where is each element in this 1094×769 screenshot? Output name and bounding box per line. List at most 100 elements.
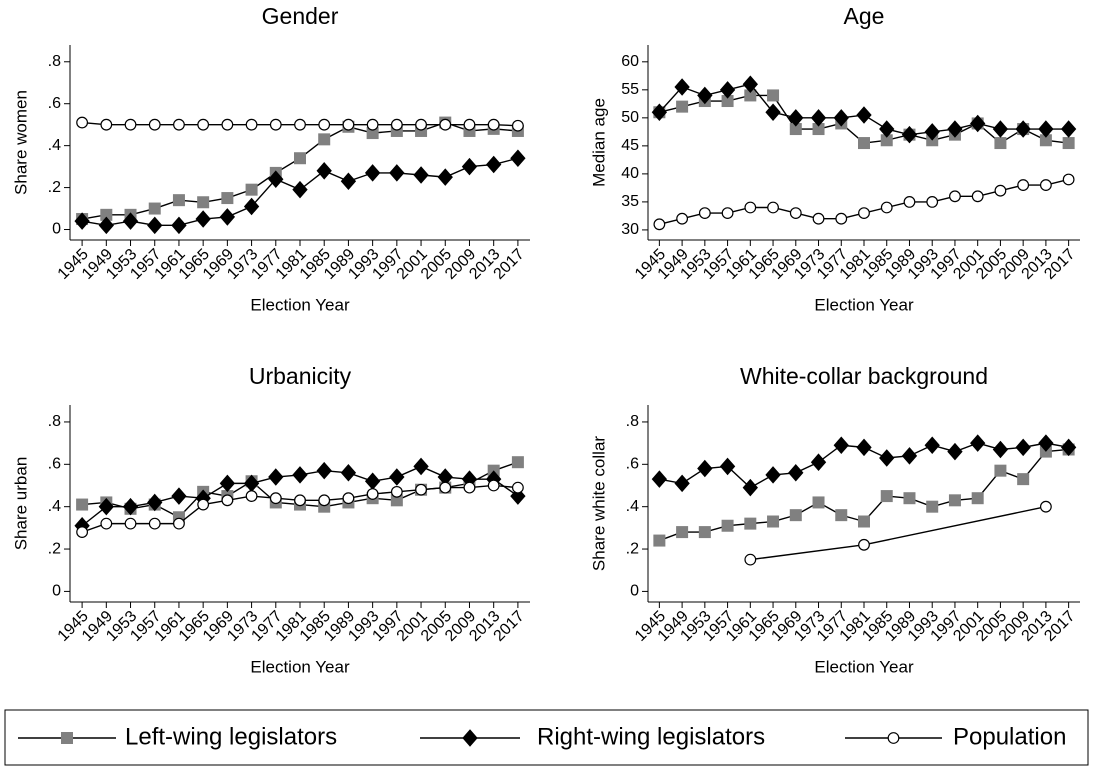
- marker-square: [653, 534, 666, 547]
- marker-diamond: [316, 461, 332, 480]
- marker-circle: [197, 498, 210, 511]
- marker-diamond: [674, 78, 690, 96]
- marker-square: [294, 152, 306, 165]
- marker-diamond: [742, 478, 758, 497]
- marker-circle: [439, 118, 452, 131]
- y-tick-label: .8: [48, 413, 61, 430]
- chart-title: Age: [844, 3, 885, 29]
- marker-circle: [789, 207, 802, 220]
- marker-diamond: [765, 103, 781, 122]
- marker-circle: [245, 490, 258, 502]
- x-axis-title: Election Year: [250, 657, 350, 676]
- marker-diamond: [268, 170, 284, 188]
- marker-diamond: [147, 216, 163, 235]
- marker-square: [971, 492, 984, 505]
- marker-circle: [858, 207, 870, 220]
- marker-square: [1062, 137, 1075, 150]
- panel: White-collar background0.2.4.6.819451949…: [589, 363, 1080, 676]
- legend-box: [4, 709, 1089, 766]
- marker-circle: [767, 201, 779, 214]
- marker-diamond: [1015, 120, 1031, 138]
- marker-square: [318, 133, 331, 146]
- marker-diamond: [437, 168, 453, 186]
- marker-diamond: [98, 216, 114, 235]
- x-axis-title: Election Year: [814, 657, 914, 676]
- chart-title: White-collar background: [740, 363, 988, 389]
- marker-diamond: [195, 210, 211, 228]
- marker-circle: [463, 118, 476, 131]
- marker-diamond: [810, 109, 827, 127]
- marker-diamond: [719, 457, 736, 476]
- marker-diamond: [947, 442, 963, 461]
- y-tick-label: .2: [626, 540, 639, 557]
- marker-diamond: [413, 457, 429, 476]
- x-axis-title: Election Year: [814, 295, 914, 314]
- panel: Urbanicity0.2.4.6.8194519491953195719611…: [11, 363, 530, 676]
- marker-diamond: [171, 216, 187, 235]
- marker-circle: [835, 212, 848, 225]
- marker-circle: [366, 488, 379, 500]
- legend-marker: [887, 732, 900, 744]
- marker-circle: [342, 492, 355, 505]
- marker-square: [858, 515, 870, 528]
- marker-square: [880, 490, 893, 503]
- marker-circle: [294, 118, 306, 131]
- series-line: [81, 121, 518, 220]
- marker-diamond: [219, 208, 236, 226]
- marker-square: [721, 519, 734, 532]
- marker-circle: [124, 118, 137, 131]
- marker-circle: [148, 517, 161, 530]
- marker-circle: [390, 485, 403, 498]
- marker-diamond: [833, 436, 849, 455]
- marker-square: [511, 456, 524, 469]
- y-tick-label: 35: [621, 193, 639, 210]
- marker-circle: [269, 118, 282, 131]
- legend-label: Right-wing legislators: [537, 723, 765, 750]
- marker-circle: [342, 118, 355, 131]
- y-tick-label: .2: [48, 540, 61, 557]
- marker-circle: [318, 494, 331, 507]
- marker-square: [148, 202, 161, 215]
- marker-square: [926, 500, 939, 513]
- marker-diamond: [147, 493, 163, 512]
- marker-diamond: [413, 166, 429, 184]
- marker-circle: [173, 118, 185, 131]
- marker-square: [767, 515, 780, 528]
- marker-diamond: [364, 472, 381, 491]
- marker-circle: [511, 481, 524, 494]
- marker-circle: [949, 190, 961, 203]
- marker-circle: [245, 118, 258, 131]
- marker-circle: [858, 538, 870, 551]
- marker-circle: [415, 118, 427, 131]
- marker-diamond: [1060, 438, 1077, 457]
- marker-square: [197, 196, 210, 209]
- legend-label: Population: [953, 723, 1066, 750]
- y-tick-label: 30: [621, 221, 639, 238]
- marker-circle: [269, 492, 282, 505]
- y-tick-label: 0: [52, 221, 61, 238]
- marker-circle: [366, 118, 379, 131]
- marker-square: [767, 89, 780, 102]
- marker-diamond: [340, 464, 357, 482]
- marker-circle: [487, 479, 500, 492]
- marker-diamond: [122, 497, 139, 516]
- y-tick-label: .6: [48, 456, 61, 473]
- y-tick-label: .6: [48, 95, 61, 112]
- marker-circle: [880, 201, 893, 214]
- marker-circle: [812, 212, 825, 225]
- marker-circle: [1062, 173, 1075, 186]
- marker-square: [812, 496, 825, 509]
- y-tick-label: 0: [630, 583, 639, 600]
- marker-diamond: [719, 81, 736, 99]
- marker-diamond: [122, 212, 139, 230]
- marker-diamond: [697, 459, 713, 478]
- marker-square: [903, 492, 916, 505]
- y-tick-label: .6: [626, 456, 639, 473]
- marker-diamond: [947, 120, 963, 138]
- marker-circle: [124, 517, 137, 530]
- marker-diamond: [389, 468, 405, 486]
- panel: Gender0.2.4.6.81945194919531957196119651…: [11, 3, 530, 314]
- marker-circle: [903, 195, 916, 208]
- marker-circle: [926, 195, 939, 208]
- marker-square: [698, 526, 711, 539]
